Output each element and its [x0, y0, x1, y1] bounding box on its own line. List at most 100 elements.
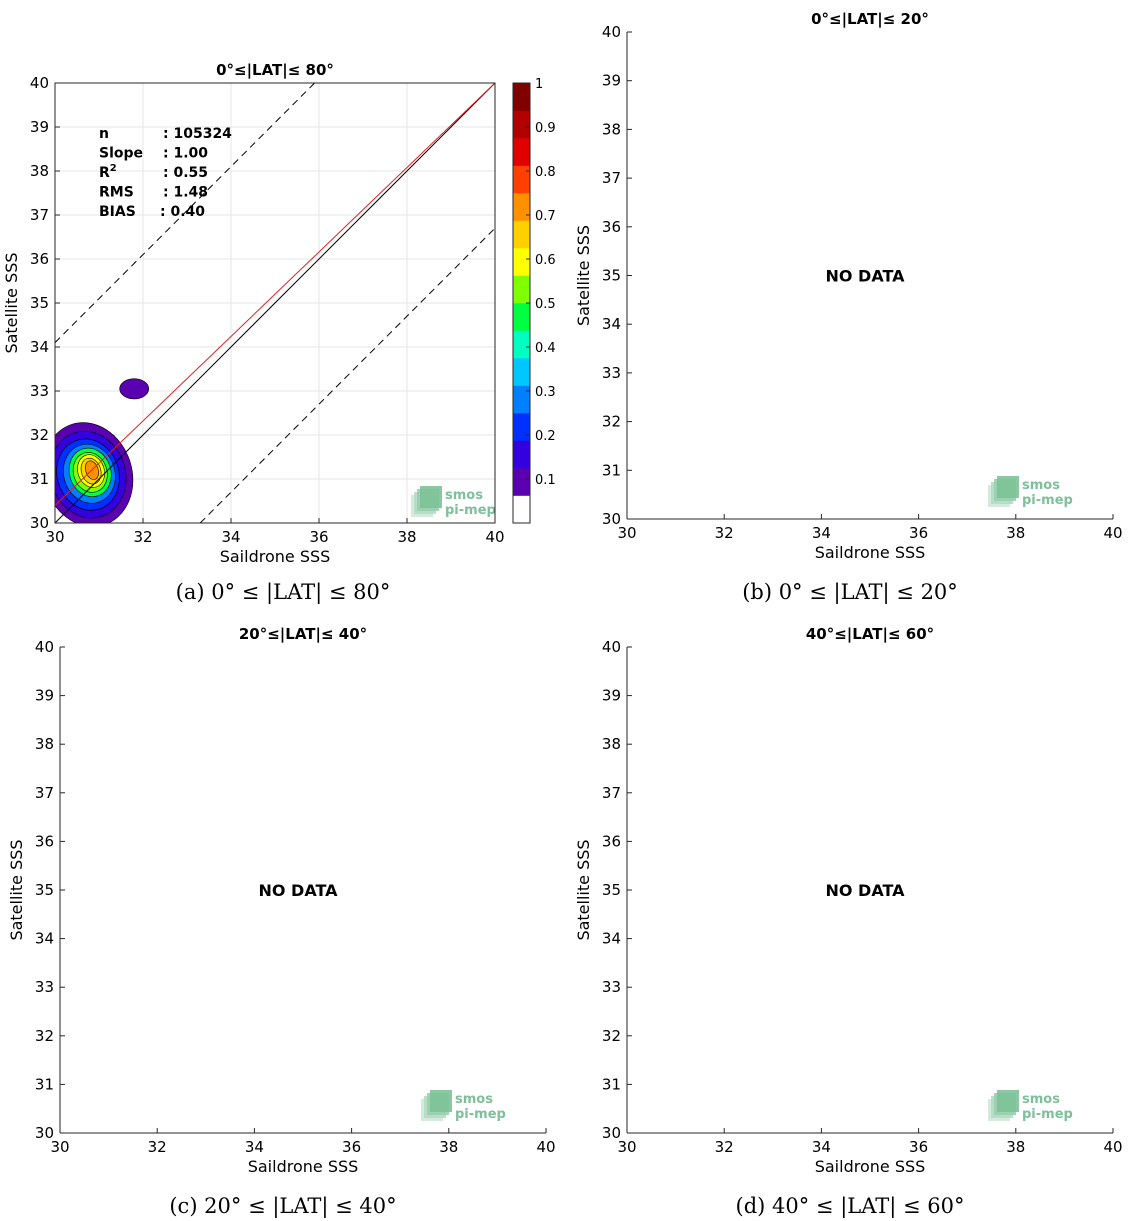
colorbar-segment: [513, 385, 530, 414]
panel-a: n: 105324 Slope: 1.00 R2: 0.55 RMS: 1.48 BIA…: [2, 61, 556, 605]
y-tick-label: 40: [602, 638, 621, 656]
x-axis-label: Saildrone SSS: [815, 1157, 926, 1176]
x-tick-label: 40: [1103, 524, 1122, 542]
stat-key-1: Slope: [99, 146, 143, 162]
y-axis-label: Satellite SSS: [574, 839, 593, 940]
stat-value-4: : 0.40: [160, 204, 205, 220]
watermark-smos: smos: [1022, 1092, 1060, 1107]
stat-key-text: Slope: [99, 146, 143, 162]
panel-caption: (c) 20° ≤ |LAT| ≤ 40°: [169, 1194, 396, 1219]
colorbar-tick-label: 0.5: [535, 297, 556, 312]
y-tick-label: 33: [35, 978, 54, 996]
y-tick-label: 30: [602, 1124, 621, 1142]
colorbar-segment: [513, 413, 530, 441]
stat-value-1: : 1.00: [163, 146, 208, 162]
y-tick-label: 39: [35, 687, 54, 705]
x-tick-label: 32: [148, 1138, 167, 1156]
colorbar-tick-label: 0.2: [535, 429, 556, 444]
plot-title: 40°≤|LAT|≤ 60°: [806, 625, 934, 644]
x-tick-label: 40: [485, 528, 504, 546]
x-tick-label: 36: [342, 1138, 361, 1156]
y-tick-label: 30: [602, 510, 621, 528]
y-tick-label: 30: [35, 1124, 54, 1142]
stat-value-3: : 1.48: [163, 185, 208, 201]
x-tick-label: 38: [1006, 1138, 1025, 1156]
stat-value-2: : 0.55: [163, 165, 208, 181]
colorbar-tick-label: 0.6: [535, 253, 556, 268]
logo-layer-icon: [997, 476, 1019, 498]
y-tick-label: 32: [30, 426, 49, 444]
y-tick-label: 33: [602, 978, 621, 996]
colorbar-segment: [513, 248, 530, 276]
y-tick-label: 38: [602, 120, 621, 138]
stat-key-text: BIAS: [99, 204, 136, 220]
y-tick-label: 36: [30, 250, 49, 268]
stat-key-2: R2: [99, 163, 117, 181]
colorbar-segment: [513, 83, 530, 111]
y-tick-label: 34: [35, 930, 54, 948]
y-tick-label: 40: [602, 23, 621, 41]
colorbar-segment: [513, 138, 530, 166]
x-tick-label: 34: [245, 1138, 264, 1156]
y-tick-label: 31: [602, 1075, 621, 1093]
watermark-pi-mep: pi-mep: [455, 1107, 506, 1122]
stat-key-sup: 2: [110, 163, 117, 174]
colorbar-segment: [513, 358, 530, 386]
x-tick-label: 36: [909, 524, 928, 542]
colorbar-tick-label: 0.9: [535, 121, 556, 136]
x-tick-label: 34: [812, 524, 831, 542]
x-tick-label: 32: [715, 1138, 734, 1156]
y-tick-label: 35: [602, 881, 621, 899]
x-tick-label: 38: [439, 1138, 458, 1156]
colorbar-tick-label: 0.1: [535, 473, 556, 488]
y-tick-label: 37: [30, 206, 49, 224]
colorbar-segment: [513, 165, 530, 194]
line-lower-bound: [199, 227, 495, 523]
y-tick-label: 31: [35, 1075, 54, 1093]
stats-annotation: n: 105324 Slope: 1.00 R2: 0.55 RMS: 1.48 BIA…: [99, 126, 232, 220]
x-tick-label: 38: [1006, 524, 1025, 542]
line-fit: [55, 83, 495, 506]
y-tick-label: 36: [602, 832, 621, 850]
y-tick-label: 39: [30, 118, 49, 136]
x-axis-label: Saildrone SSS: [248, 1157, 359, 1176]
y-tick-label: 40: [35, 638, 54, 656]
y-tick-label: 36: [35, 832, 54, 850]
y-tick-label: 38: [35, 735, 54, 753]
colorbar-segment: [513, 220, 530, 249]
y-tick-label: 37: [602, 169, 621, 187]
stat-key-4: BIAS: [99, 204, 136, 220]
y-tick-label: 34: [602, 315, 621, 333]
y-tick-label: 40: [30, 74, 49, 92]
y-tick-label: 34: [602, 930, 621, 948]
y-tick-label: 33: [602, 364, 621, 382]
x-tick-label: 34: [221, 528, 240, 546]
logo-layer-icon: [420, 486, 442, 508]
x-tick-label: 32: [715, 524, 734, 542]
x-tick-label: 34: [812, 1138, 831, 1156]
stat-key-3: RMS: [99, 185, 134, 201]
colorbar-segment: [513, 303, 530, 331]
no-data-message: NO DATA: [825, 267, 905, 286]
colorbar-tick-label: 0.7: [535, 209, 556, 224]
y-tick-label: 33: [30, 382, 49, 400]
y-tick-label: 38: [30, 162, 49, 180]
x-tick-label: 38: [397, 528, 416, 546]
colorbar: 0.1 0.2 0.3 0.4 0.5 0.6 0.7 0.8 0.9 1: [512, 77, 556, 524]
watermark-smos: smos: [1022, 478, 1060, 493]
x-tick-label: 40: [536, 1138, 555, 1156]
line-upper-bound: [55, 83, 315, 343]
x-tick-label: 36: [909, 1138, 928, 1156]
no-data-message: NO DATA: [825, 881, 905, 900]
reference-lines: [55, 83, 495, 523]
x-tick-label: 30: [50, 1138, 69, 1156]
colorbar-segment: [513, 495, 530, 524]
plot-title: 0°≤|LAT|≤ 20°: [811, 10, 929, 29]
colorbar-segment: [513, 193, 530, 221]
